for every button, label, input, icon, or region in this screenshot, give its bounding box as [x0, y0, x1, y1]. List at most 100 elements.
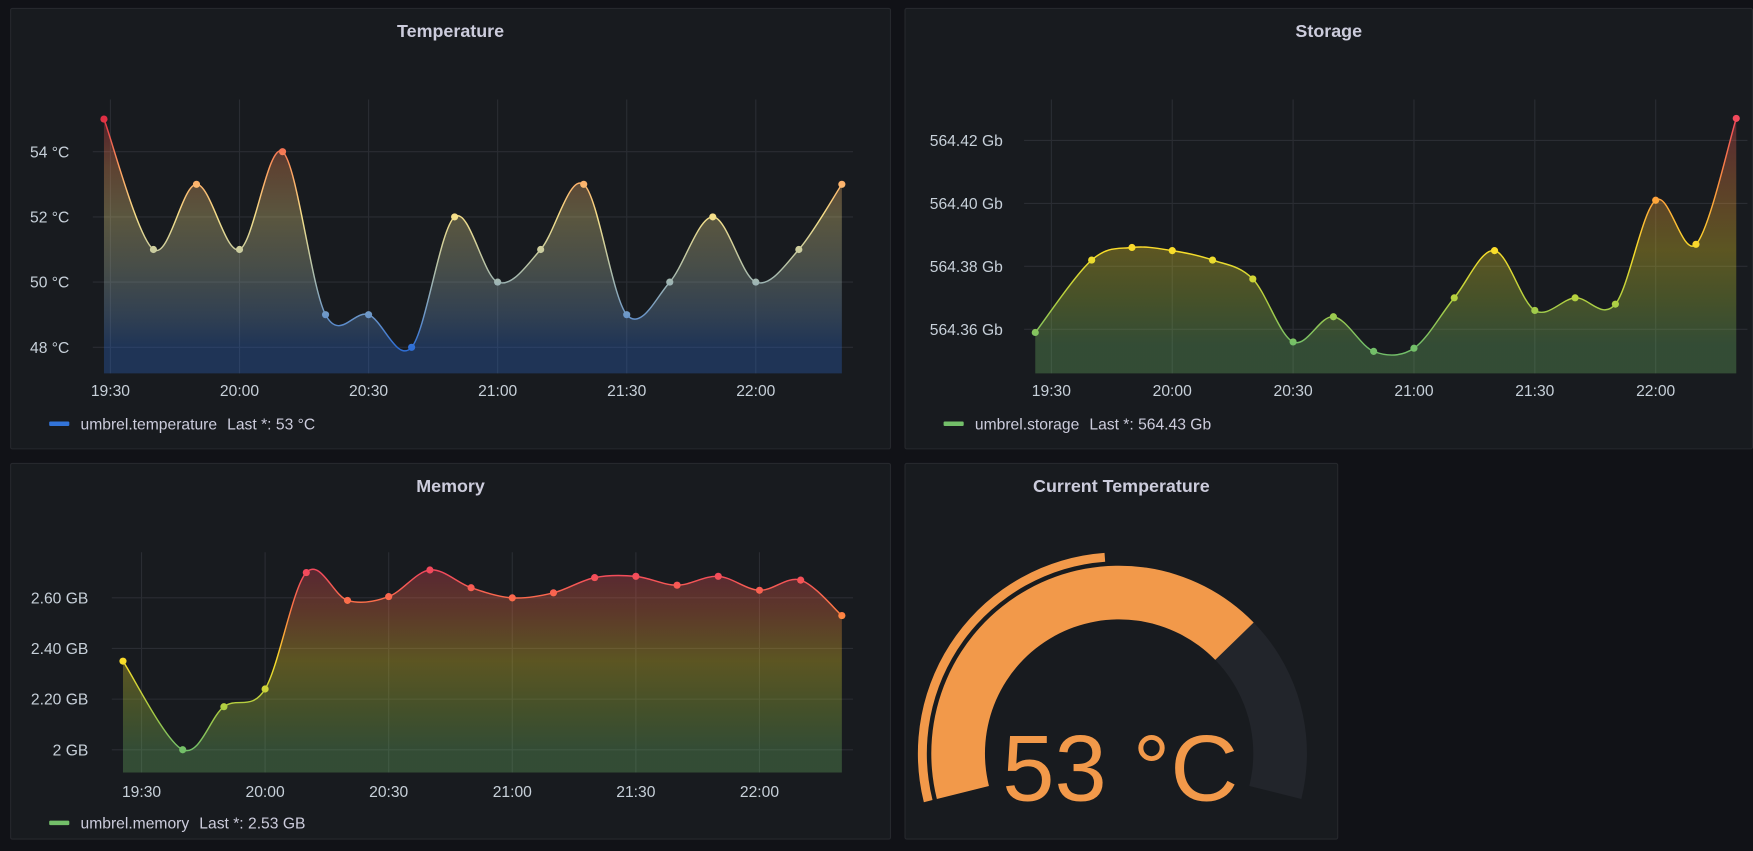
legend-color-swatch	[49, 820, 70, 826]
data-point[interactable]	[673, 581, 681, 589]
panel-title[interactable]: Current Temperature	[1033, 477, 1210, 497]
data-point[interactable]	[321, 311, 330, 319]
data-point[interactable]	[1410, 344, 1418, 352]
storage-panel: Storage 564.36 Gb 564.38 Gb 564.40 Gb 564.4…	[904, 7, 1753, 450]
data-point[interactable]	[549, 589, 558, 597]
x-tick-label: 20:00	[220, 383, 259, 400]
data-point[interactable]	[1652, 196, 1660, 204]
x-tick-label: 21:30	[1515, 383, 1554, 400]
data-point[interactable]	[467, 584, 475, 592]
data-point[interactable]	[494, 278, 502, 286]
data-point[interactable]	[1571, 294, 1579, 302]
data-point[interactable]	[623, 311, 631, 319]
legend-series-name[interactable]: umbrel.storage	[974, 414, 1080, 433]
data-point[interactable]	[119, 657, 127, 665]
x-tick-label: 19:30	[122, 784, 161, 801]
data-point[interactable]	[261, 685, 269, 693]
x-tick-label: 19:30	[1032, 383, 1071, 400]
data-point[interactable]	[537, 245, 545, 254]
data-point[interactable]	[1208, 256, 1217, 264]
data-point[interactable]	[709, 213, 717, 221]
data-point[interactable]	[1531, 306, 1539, 315]
data-point[interactable]	[100, 115, 108, 123]
data-point[interactable]	[1329, 313, 1337, 321]
legend-color-swatch	[49, 421, 70, 426]
data-point[interactable]	[408, 343, 416, 351]
data-point[interactable]	[1490, 247, 1499, 255]
gauge-value-text: 53 °C	[1002, 715, 1238, 820]
x-tick-label: 21:00	[1394, 383, 1433, 400]
legend[interactable]: umbrel.memory Last *: 2.53 GB	[49, 814, 305, 832]
data-point[interactable]	[220, 703, 228, 711]
y-tick-label: 564.36 Gb	[930, 322, 1003, 339]
panel-title[interactable]: Temperature	[397, 22, 505, 42]
series-area	[103, 119, 842, 374]
data-point[interactable]	[179, 746, 187, 754]
data-point[interactable]	[1611, 300, 1619, 308]
panel-title[interactable]: Memory	[416, 477, 485, 497]
x-tick-label: 21:00	[478, 383, 517, 400]
data-point[interactable]	[838, 180, 846, 188]
data-point[interactable]	[591, 574, 599, 582]
axes: 564.36 Gb 564.38 Gb 564.40 Gb 564.42 Gb 19:3…	[930, 99, 1748, 400]
data-point[interactable]	[580, 180, 588, 188]
data-point[interactable]	[426, 566, 434, 574]
data-point[interactable]	[838, 612, 846, 620]
storage-chart: 564.36 Gb 564.38 Gb 564.40 Gb 564.42 Gb 19:3…	[930, 99, 1748, 400]
y-tick-label: 54 °C	[30, 144, 69, 161]
memory-chart: 2 GB 2.20 GB 2.40 GB 2.60 GB 19:30 20:00 20:30…	[31, 552, 854, 801]
data-point[interactable]	[666, 278, 674, 286]
data-point[interactable]	[1031, 328, 1039, 337]
legend-color-swatch	[943, 421, 964, 426]
panel-title[interactable]: Storage	[1295, 22, 1363, 42]
x-tick-label: 20:30	[1274, 383, 1313, 400]
y-tick-label: 52 °C	[30, 209, 69, 226]
y-tick-label: 2.20 GB	[31, 692, 88, 709]
x-tick-label: 19:30	[91, 383, 130, 400]
temperature-chart: 48 °C 50 °C 52 °C 54 °C 19:30 20:00 20:30 21:00…	[30, 99, 854, 400]
data-point[interactable]	[755, 586, 764, 594]
legend[interactable]: umbrel.temperature Last *: 53 °C	[49, 415, 315, 433]
data-point[interactable]	[1168, 247, 1176, 255]
temperature-panel: Temperature 48 °C 50 °C 52 °C 54 °C 19:30 20:…	[10, 7, 892, 450]
temperature-gauge: 53 °C	[917, 552, 1307, 820]
data-point[interactable]	[1088, 256, 1096, 264]
legend[interactable]: umbrel.storage Last *: 564.43 Gb	[943, 414, 1211, 433]
data-point[interactable]	[278, 148, 287, 156]
x-tick-label: 20:30	[369, 784, 408, 801]
series-area	[1035, 118, 1737, 374]
data-point[interactable]	[235, 245, 244, 254]
memory-panel: Memory 2 GB 2.20 GB 2.40 GB 2.60 GB 19:30 20:…	[10, 462, 892, 840]
data-point[interactable]	[1692, 240, 1700, 248]
data-point[interactable]	[1249, 275, 1257, 283]
legend-series-name[interactable]: umbrel.memory	[80, 813, 190, 832]
data-point[interactable]	[797, 576, 805, 584]
data-point[interactable]	[451, 213, 459, 221]
x-tick-label: 20:00	[246, 784, 285, 801]
data-point[interactable]	[1450, 294, 1458, 302]
data-point[interactable]	[343, 596, 352, 604]
y-tick-label: 50 °C	[30, 275, 69, 292]
data-point[interactable]	[1128, 243, 1136, 252]
data-point[interactable]	[508, 594, 516, 602]
data-point[interactable]	[1289, 338, 1297, 346]
data-point[interactable]	[302, 568, 310, 577]
data-point[interactable]	[385, 593, 393, 601]
x-tick-label: 22:00	[1636, 383, 1675, 400]
data-point[interactable]	[714, 572, 722, 580]
data-point[interactable]	[632, 572, 640, 580]
data-point[interactable]	[1732, 114, 1740, 122]
legend-last-value: Last *: 2.53 GB	[199, 813, 306, 832]
y-tick-label: 564.38 Gb	[930, 259, 1003, 276]
x-tick-label: 21:30	[616, 784, 655, 801]
data-point[interactable]	[1370, 347, 1378, 355]
data-point[interactable]	[192, 180, 201, 188]
y-tick-label: 48 °C	[30, 340, 69, 357]
y-tick-label: 564.42 Gb	[930, 133, 1003, 150]
data-point[interactable]	[365, 311, 373, 319]
data-point[interactable]	[149, 245, 158, 254]
data-point[interactable]	[752, 278, 760, 286]
x-tick-label: 20:30	[349, 383, 388, 400]
legend-series-name[interactable]: umbrel.temperature	[80, 414, 218, 433]
data-point[interactable]	[795, 245, 803, 254]
